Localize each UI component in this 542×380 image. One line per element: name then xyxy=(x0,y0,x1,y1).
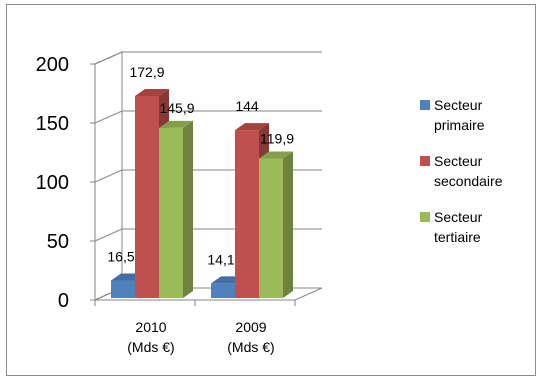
data-label: 119,9 xyxy=(260,131,294,147)
legend-label: Secteur xyxy=(434,209,483,225)
bar xyxy=(135,95,159,298)
data-label: 172,9 xyxy=(129,64,164,80)
data-label: 144 xyxy=(235,98,259,114)
bar-side xyxy=(283,151,293,298)
legend-label: Secteur xyxy=(434,153,483,169)
category-label: 2009 xyxy=(235,319,266,335)
gridline xyxy=(94,51,322,65)
category-label: (Mds €) xyxy=(227,339,274,355)
y-tick-label: 200 xyxy=(36,54,69,76)
legend-swatch xyxy=(420,100,430,110)
data-label: 14,1 xyxy=(207,251,234,267)
bar xyxy=(111,280,135,298)
bar-top xyxy=(135,88,169,96)
bar-top xyxy=(259,151,293,159)
bar xyxy=(211,283,235,298)
bar xyxy=(159,127,183,298)
data-label: 145,9 xyxy=(159,100,194,116)
bar xyxy=(259,158,283,298)
y-tick-label: 0 xyxy=(58,290,69,312)
legend-label: secondaire xyxy=(434,173,503,189)
y-tick-label: 50 xyxy=(47,231,69,253)
gridline xyxy=(94,110,322,124)
y-tick-label: 100 xyxy=(36,172,69,194)
legend-swatch xyxy=(420,156,430,166)
category-label: (Mds €) xyxy=(127,339,174,355)
bar xyxy=(235,130,259,298)
legend-label: Secteur xyxy=(434,97,483,113)
legend-label: primaire xyxy=(434,117,485,133)
data-label: 16,5 xyxy=(107,249,134,265)
bar-side xyxy=(183,120,193,298)
bar-top xyxy=(159,120,193,128)
legend-swatch xyxy=(420,212,430,222)
legend-label: tertiaire xyxy=(434,229,481,245)
category-label: 2010 xyxy=(135,319,166,335)
bar-top xyxy=(235,123,269,131)
y-tick-label: 150 xyxy=(36,113,69,135)
